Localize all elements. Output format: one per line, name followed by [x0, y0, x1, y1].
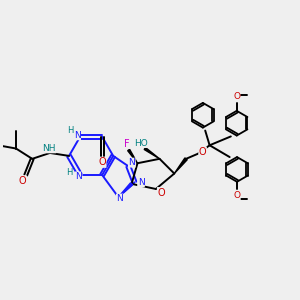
Text: O: O [19, 176, 27, 186]
Text: O: O [233, 191, 241, 200]
Text: H: H [67, 168, 73, 177]
Text: O: O [98, 158, 106, 167]
Polygon shape [174, 158, 187, 173]
Text: O: O [199, 147, 206, 157]
Text: NH: NH [43, 144, 56, 153]
Text: N: N [128, 158, 135, 167]
Text: O: O [158, 188, 165, 197]
Polygon shape [144, 148, 160, 159]
Text: N: N [74, 131, 80, 140]
Text: N: N [116, 194, 123, 203]
Text: O: O [233, 92, 240, 101]
Polygon shape [128, 149, 137, 163]
Text: HO: HO [134, 139, 148, 148]
Text: N: N [75, 172, 82, 181]
Text: F: F [124, 139, 130, 148]
Text: N: N [138, 178, 144, 187]
Text: H: H [68, 126, 74, 135]
Polygon shape [118, 183, 133, 197]
